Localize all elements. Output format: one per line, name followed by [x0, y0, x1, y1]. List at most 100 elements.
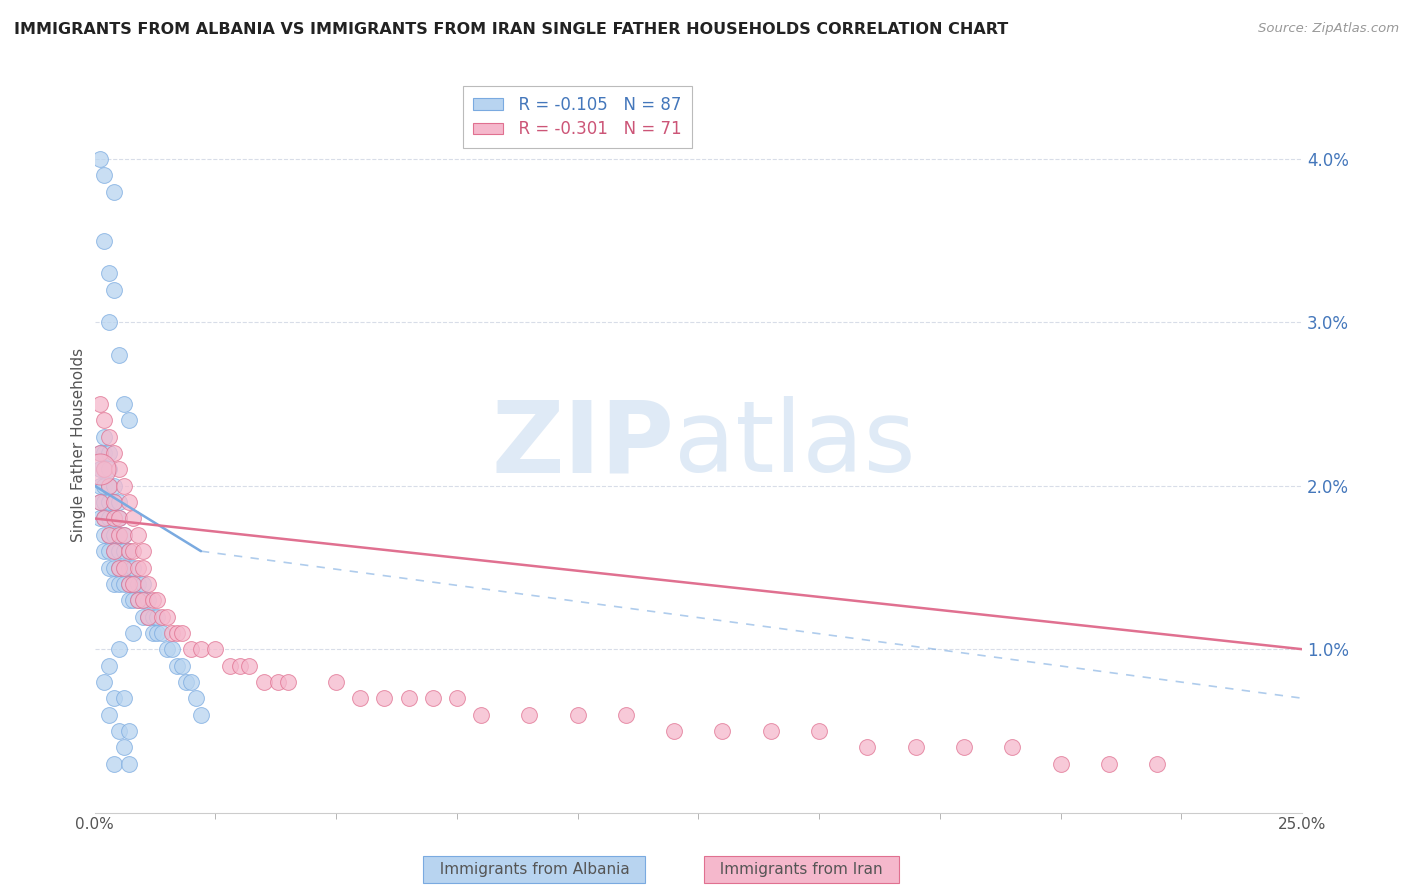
Point	[93, 544, 115, 558]
Point	[98, 707, 121, 722]
Point	[108, 544, 131, 558]
Point	[904, 740, 927, 755]
Y-axis label: Single Father Households: Single Father Households	[72, 348, 86, 542]
Point	[142, 625, 165, 640]
Point	[156, 642, 179, 657]
Point	[112, 577, 135, 591]
Point	[117, 593, 139, 607]
Point	[1098, 756, 1121, 771]
Point	[808, 723, 831, 738]
Point	[112, 397, 135, 411]
Point	[122, 544, 145, 558]
Point	[190, 707, 212, 722]
Point	[398, 691, 420, 706]
Point	[93, 430, 115, 444]
Point	[567, 707, 589, 722]
Point	[953, 740, 976, 755]
Point	[122, 511, 145, 525]
Point	[664, 723, 686, 738]
Point	[93, 446, 115, 460]
Point	[160, 625, 183, 640]
Point	[98, 430, 121, 444]
Point	[160, 642, 183, 657]
Point	[108, 642, 131, 657]
Point	[325, 674, 347, 689]
Point	[117, 560, 139, 574]
Point	[614, 707, 637, 722]
Point	[122, 625, 145, 640]
Point	[98, 479, 121, 493]
Point	[89, 495, 111, 509]
Point	[112, 528, 135, 542]
Point	[103, 544, 125, 558]
Point	[108, 528, 131, 542]
Point	[277, 674, 299, 689]
Point	[132, 577, 155, 591]
Point	[98, 560, 121, 574]
Point	[132, 593, 155, 607]
Point	[103, 560, 125, 574]
Point	[142, 593, 165, 607]
Legend:   R = -0.105   N = 87,   R = -0.301   N = 71: R = -0.105 N = 87, R = -0.301 N = 71	[464, 86, 692, 148]
Point	[103, 495, 125, 509]
Point	[1049, 756, 1071, 771]
Point	[117, 756, 139, 771]
Point	[98, 495, 121, 509]
Point	[517, 707, 540, 722]
Point	[93, 674, 115, 689]
Point	[136, 577, 159, 591]
Point	[156, 609, 179, 624]
Point	[93, 169, 115, 183]
Point	[150, 609, 173, 624]
Point	[190, 642, 212, 657]
Point	[103, 544, 125, 558]
Point	[103, 511, 125, 525]
Point	[108, 560, 131, 574]
Point	[112, 479, 135, 493]
Point	[170, 658, 193, 673]
Point	[150, 625, 173, 640]
Point	[103, 479, 125, 493]
Point	[103, 756, 125, 771]
Point	[470, 707, 492, 722]
Point	[127, 593, 149, 607]
Point	[93, 495, 115, 509]
Point	[108, 348, 131, 362]
Point	[127, 560, 149, 574]
Point	[122, 593, 145, 607]
Point	[98, 446, 121, 460]
Point	[108, 495, 131, 509]
Point	[127, 528, 149, 542]
Point	[108, 511, 131, 525]
Point	[103, 185, 125, 199]
Point	[108, 528, 131, 542]
Point	[204, 642, 226, 657]
Point	[108, 723, 131, 738]
Point	[117, 544, 139, 558]
Point	[132, 609, 155, 624]
Point	[98, 658, 121, 673]
Point	[98, 528, 121, 542]
Point	[117, 723, 139, 738]
Point	[422, 691, 444, 706]
Point	[180, 674, 202, 689]
Point	[98, 267, 121, 281]
Point	[103, 691, 125, 706]
Point	[142, 609, 165, 624]
Point	[117, 577, 139, 591]
Point	[127, 577, 149, 591]
Point	[146, 609, 169, 624]
Point	[98, 544, 121, 558]
Point	[112, 544, 135, 558]
Point	[122, 560, 145, 574]
Point	[166, 658, 188, 673]
Point	[117, 495, 139, 509]
Point	[98, 511, 121, 525]
Point	[103, 528, 125, 542]
Point	[349, 691, 371, 706]
Point	[98, 316, 121, 330]
Point	[136, 593, 159, 607]
Point	[136, 609, 159, 624]
Point	[228, 658, 250, 673]
Point	[89, 446, 111, 460]
